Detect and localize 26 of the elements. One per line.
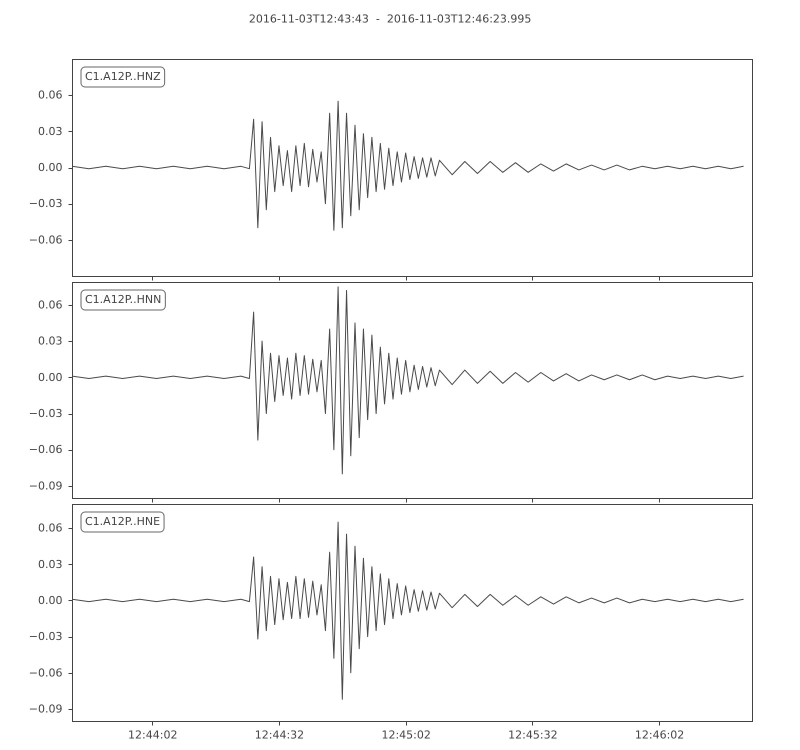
x-tick-label: 12:44:02	[128, 728, 178, 742]
y-tick-label: 0.03	[38, 334, 62, 348]
y-tick-label: −0.03	[28, 407, 62, 420]
y-tick-label: −0.03	[28, 630, 62, 644]
y-tick-label: 0.03	[38, 558, 62, 571]
y-tick-label: −0.06	[28, 443, 62, 456]
y-tick-label: 0.06	[38, 522, 62, 535]
y-tick-label: 0.00	[38, 161, 62, 174]
x-tick-label: 12:45:02	[381, 728, 431, 742]
y-tick-label: 0.06	[38, 298, 62, 312]
y-tick-label: 0.03	[38, 124, 62, 138]
y-tick-label: −0.03	[28, 197, 62, 210]
y-tick-label: −0.06	[28, 666, 62, 680]
chart-title: 2016-11-03T12:43:43 - 2016-11-03T12:46:23.995	[248, 12, 532, 26]
y-tick-label: 0.00	[38, 594, 62, 607]
x-tick-label: 12:44:32	[254, 728, 304, 742]
y-tick-label: 0.00	[38, 370, 62, 384]
text: C1.A12P..HNN	[85, 293, 162, 306]
x-tick-label: 12:46:02	[634, 728, 684, 742]
text: C1.A12P..HNE	[85, 515, 160, 528]
text: C1.A12P..HNZ	[85, 70, 162, 83]
y-tick-label: −0.06	[28, 233, 62, 246]
y-tick-label: −0.09	[28, 702, 62, 716]
x-tick-label: 12:45:32	[508, 728, 558, 742]
y-tick-label: 0.06	[38, 88, 62, 102]
y-tick-label: −0.09	[28, 479, 62, 492]
